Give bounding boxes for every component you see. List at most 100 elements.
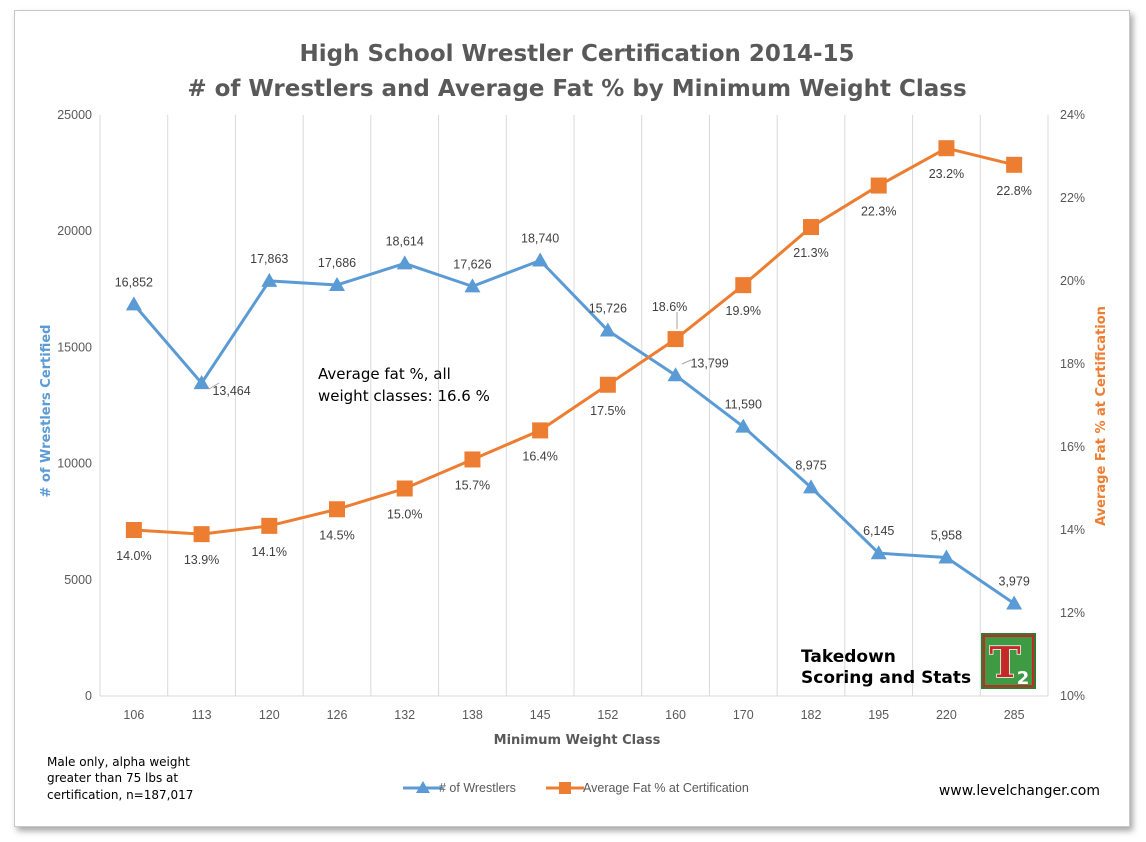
x-tick-label: 132 bbox=[394, 708, 415, 722]
right-tick-label: 14% bbox=[1060, 523, 1085, 537]
x-tick-label: 113 bbox=[192, 708, 212, 722]
point-fat-percent bbox=[735, 277, 752, 294]
data-label-wrestlers: 16,852 bbox=[115, 275, 153, 289]
point-fat-percent bbox=[938, 140, 955, 157]
footnote-line-1: Male only, alpha weight bbox=[47, 755, 190, 769]
data-label-wrestlers: 11,590 bbox=[725, 398, 762, 412]
x-axis-ticks: 106 113 120 126 132 138 145 152 160 170 182 195 220 2… bbox=[123, 708, 1024, 722]
point-fat-percent bbox=[803, 219, 819, 236]
point-fat-percent bbox=[261, 517, 278, 534]
point-wrestlers bbox=[938, 549, 955, 564]
x-tick-label: 106 bbox=[123, 708, 144, 722]
point-fat-percent bbox=[667, 331, 684, 348]
point-wrestlers bbox=[667, 367, 684, 382]
point-wrestlers bbox=[1006, 595, 1023, 610]
website-url[interactable]: www.levelchanger.com bbox=[939, 783, 1100, 799]
data-label-wrestlers: 5,958 bbox=[931, 529, 962, 543]
right-tick-label: 12% bbox=[1060, 606, 1085, 620]
left-tick-label: 0 bbox=[85, 689, 92, 703]
brand-line-2: Scoring and Stats bbox=[801, 668, 971, 688]
x-tick-label: 220 bbox=[936, 708, 957, 722]
data-label-wrestlers: 3,979 bbox=[999, 575, 1030, 589]
x-tick-label: 160 bbox=[665, 708, 686, 722]
data-label-wrestlers: 13,799 bbox=[690, 356, 728, 370]
point-fat-percent bbox=[1006, 156, 1023, 173]
chart-canvas: High School Wrestler Certification 2014-… bbox=[39, 41, 1109, 802]
x-tick-label: 120 bbox=[259, 708, 280, 722]
point-wrestlers bbox=[870, 545, 887, 560]
footnote-line-2: greater than 75 lbs at bbox=[47, 771, 178, 785]
right-tick-label: 22% bbox=[1060, 191, 1085, 205]
point-wrestlers bbox=[396, 255, 413, 270]
label-leader-113 bbox=[208, 382, 220, 390]
point-fat-percent bbox=[396, 480, 413, 497]
point-fat-percent bbox=[870, 177, 887, 194]
data-label-fat-percent: 17.5% bbox=[590, 404, 625, 418]
left-tick-label: 25000 bbox=[57, 108, 92, 122]
data-label-wrestlers: 8,975 bbox=[795, 458, 826, 472]
data-label-fat-percent: 14.0% bbox=[116, 549, 151, 563]
data-label-wrestlers: 15,726 bbox=[589, 302, 627, 316]
right-tick-label: 16% bbox=[1060, 440, 1085, 454]
brand-logo-subscript: 2 bbox=[1017, 668, 1030, 689]
point-wrestlers bbox=[532, 252, 549, 267]
data-label-fat-percent: 23.2% bbox=[929, 167, 964, 181]
point-wrestlers bbox=[329, 276, 345, 291]
data-label-wrestlers: 13,464 bbox=[212, 384, 250, 398]
legend-item-wrestlers[interactable]: # of Wrestlers bbox=[403, 781, 516, 795]
point-fat-percent bbox=[599, 376, 616, 393]
gridlines bbox=[99, 115, 1049, 696]
x-tick-label: 138 bbox=[462, 708, 483, 722]
left-axis-title: # of Wrestlers Certified bbox=[39, 325, 54, 498]
chart-subtitle: # of Wrestlers and Average Fat % by Mini… bbox=[187, 76, 966, 102]
data-label-fat-percent: 22.8% bbox=[996, 184, 1031, 198]
point-fat-percent bbox=[532, 422, 549, 439]
point-wrestlers bbox=[735, 418, 752, 433]
data-label-fat-percent: 15.7% bbox=[455, 478, 490, 492]
right-tick-label: 24% bbox=[1060, 108, 1085, 122]
x-tick-label: 145 bbox=[530, 708, 551, 722]
x-tick-label: 182 bbox=[801, 708, 822, 722]
chart-title: High School Wrestler Certification 2014-… bbox=[300, 41, 855, 67]
right-tick-label: 18% bbox=[1060, 357, 1085, 371]
data-label-wrestlers: 18,740 bbox=[521, 231, 559, 245]
data-label-fat-percent: 14.1% bbox=[252, 545, 287, 559]
series-fat-percent: 14.0% 13.9% 14.1% 14.5% 15.0% 15.7% 16.4% 17.5%… bbox=[116, 140, 1032, 567]
data-label-fat-percent: 18.6% bbox=[652, 300, 687, 314]
label-leader-160 bbox=[681, 359, 692, 365]
right-tick-label: 20% bbox=[1060, 274, 1085, 288]
data-label-fat-percent: 14.5% bbox=[319, 528, 354, 542]
point-wrestlers bbox=[803, 479, 819, 494]
legend-label-fat-percent: Average Fat % at Certification bbox=[583, 781, 749, 795]
annotation-line-1: Average fat %, all bbox=[318, 365, 451, 383]
series-wrestlers: 16,852 13,464 17,863 17,686 18,614 17,626 18,7… bbox=[115, 231, 1030, 610]
data-label-fat-percent: 19.9% bbox=[726, 304, 761, 318]
point-fat-percent bbox=[193, 526, 210, 543]
legend-label-wrestlers: # of Wrestlers bbox=[439, 781, 516, 795]
annotation-line-2: weight classes: 16.6 % bbox=[318, 387, 490, 405]
data-label-fat-percent: 13.9% bbox=[184, 553, 219, 567]
footnote-line-3: certification, n=187,017 bbox=[47, 788, 193, 802]
x-tick-label: 285 bbox=[1004, 708, 1025, 722]
x-tick-label: 152 bbox=[597, 708, 618, 722]
point-fat-percent bbox=[464, 451, 481, 468]
data-label-wrestlers: 17,626 bbox=[453, 257, 491, 271]
data-label-fat-percent: 22.3% bbox=[861, 205, 896, 219]
data-label-wrestlers: 6,145 bbox=[863, 524, 894, 538]
data-label-fat-percent: 21.3% bbox=[793, 246, 828, 260]
data-label-wrestlers: 17,686 bbox=[318, 256, 356, 270]
x-tick-label: 126 bbox=[327, 708, 348, 722]
point-wrestlers bbox=[599, 322, 616, 337]
left-tick-label: 20000 bbox=[57, 224, 92, 238]
legend: # of Wrestlers Average Fat % at Certific… bbox=[403, 781, 749, 795]
chart-frame: High School Wrestler Certification 2014-… bbox=[14, 10, 1130, 827]
point-wrestlers bbox=[261, 272, 278, 287]
left-tick-label: 5000 bbox=[64, 573, 92, 587]
legend-item-fat-percent[interactable]: Average Fat % at Certification bbox=[546, 781, 749, 795]
point-wrestlers bbox=[464, 278, 481, 293]
x-tick-label: 195 bbox=[868, 708, 889, 722]
x-axis-title: Minimum Weight Class bbox=[494, 733, 661, 748]
left-tick-label: 15000 bbox=[57, 340, 92, 354]
data-label-fat-percent: 15.0% bbox=[387, 508, 422, 522]
data-label-fat-percent: 16.4% bbox=[522, 449, 557, 463]
